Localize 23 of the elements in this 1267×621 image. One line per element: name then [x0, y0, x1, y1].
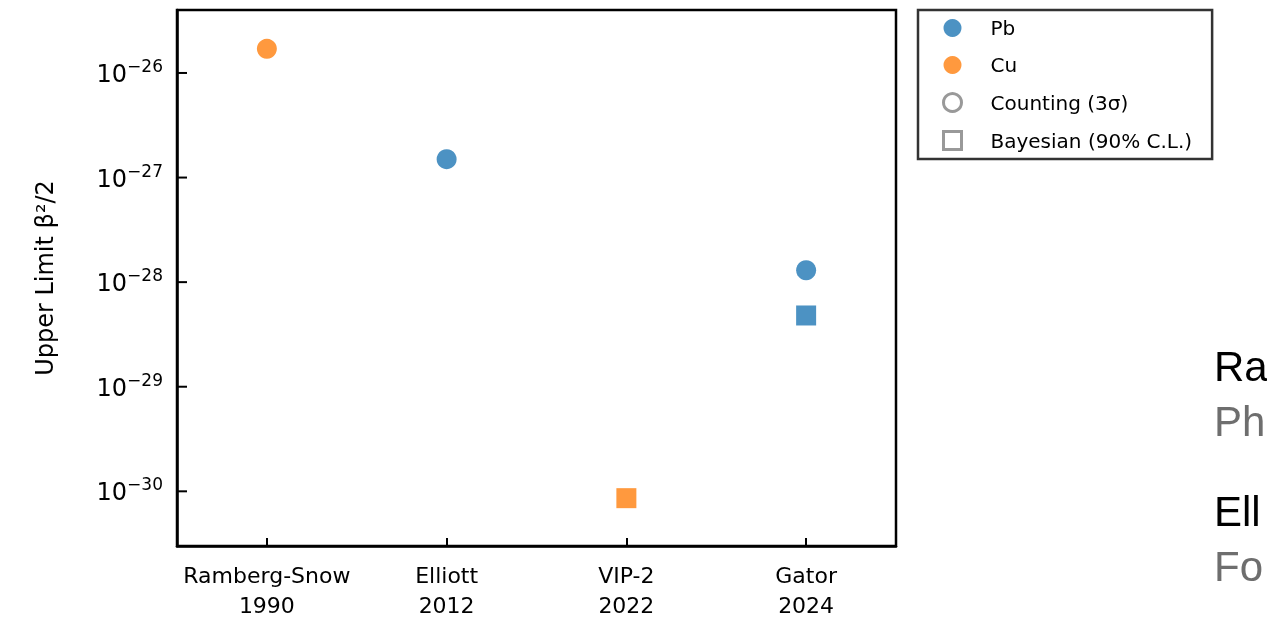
x-tick-label: Ramberg-Snow 1990 — [183, 562, 351, 618]
y-axis-title: Upper Limit β²/2 — [31, 180, 59, 376]
point — [616, 488, 637, 509]
text: Ell — [1214, 487, 1261, 535]
legend-label: Cu — [990, 53, 1018, 77]
y-tick-label: 10$^{−26}$ — [96, 55, 163, 88]
y-tick-label: 10$^{−30}$ — [96, 474, 163, 507]
x-tick-label: Gator 2024 — [775, 562, 838, 618]
text: Fo — [1214, 542, 1264, 590]
y-tick-label: 10$^{−27}$ — [96, 160, 163, 193]
text: Ph — [1214, 397, 1266, 445]
point — [796, 260, 817, 281]
y-tick-label: 10$^{−28}$ — [96, 265, 163, 298]
point — [436, 149, 457, 170]
y-tick-label: 10$^{−29}$ — [96, 369, 163, 402]
x-tick-label: Elliott 2012 — [415, 562, 479, 618]
legend-label: Bayesian (90% C.L.) — [990, 128, 1193, 153]
point — [256, 38, 277, 59]
text: Ra — [1214, 342, 1267, 390]
legend-label: Pb — [990, 16, 1016, 40]
point — [796, 305, 817, 326]
x-tick-label: VIP-2 2022 — [598, 562, 655, 618]
legend-label: Counting (3σ) — [990, 90, 1129, 115]
